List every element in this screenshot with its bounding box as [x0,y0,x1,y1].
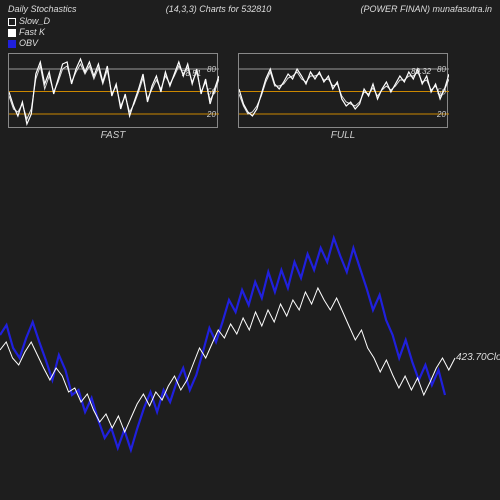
legend-label: Slow_D [19,16,50,27]
main-chart: 423.70Close [0,180,500,500]
fast-label: FAST [101,130,126,141]
svg-text:80: 80 [437,65,446,74]
svg-text:78.51: 78.51 [181,69,201,78]
legend-slow-d: Slow_D [8,16,492,27]
legend-marker [8,29,16,37]
legend-label: OBV [19,38,38,49]
legend-marker [8,40,16,48]
svg-text:20: 20 [436,110,446,119]
svg-text:20: 20 [206,110,216,119]
svg-text:423.70Close: 423.70Close [456,352,500,363]
fast-panel: 80502078.51 [8,53,218,128]
chart-params: (14,3,3) Charts for 532810 [166,4,272,14]
legend-obv: OBV [8,38,492,49]
full-panel: 80502080.32 [238,53,448,128]
chart-title: Daily Stochastics [8,4,77,14]
legend-label: Fast K [19,27,45,38]
svg-text:80: 80 [207,65,216,74]
chart-ticker: (POWER FINAN) munafasutra.in [360,4,492,14]
legend-fast-k: Fast K [8,27,492,38]
svg-text:80.32: 80.32 [411,67,432,76]
legend-marker [8,18,16,26]
legend: Slow_D Fast K OBV [0,16,500,49]
full-label: FULL [331,130,355,141]
